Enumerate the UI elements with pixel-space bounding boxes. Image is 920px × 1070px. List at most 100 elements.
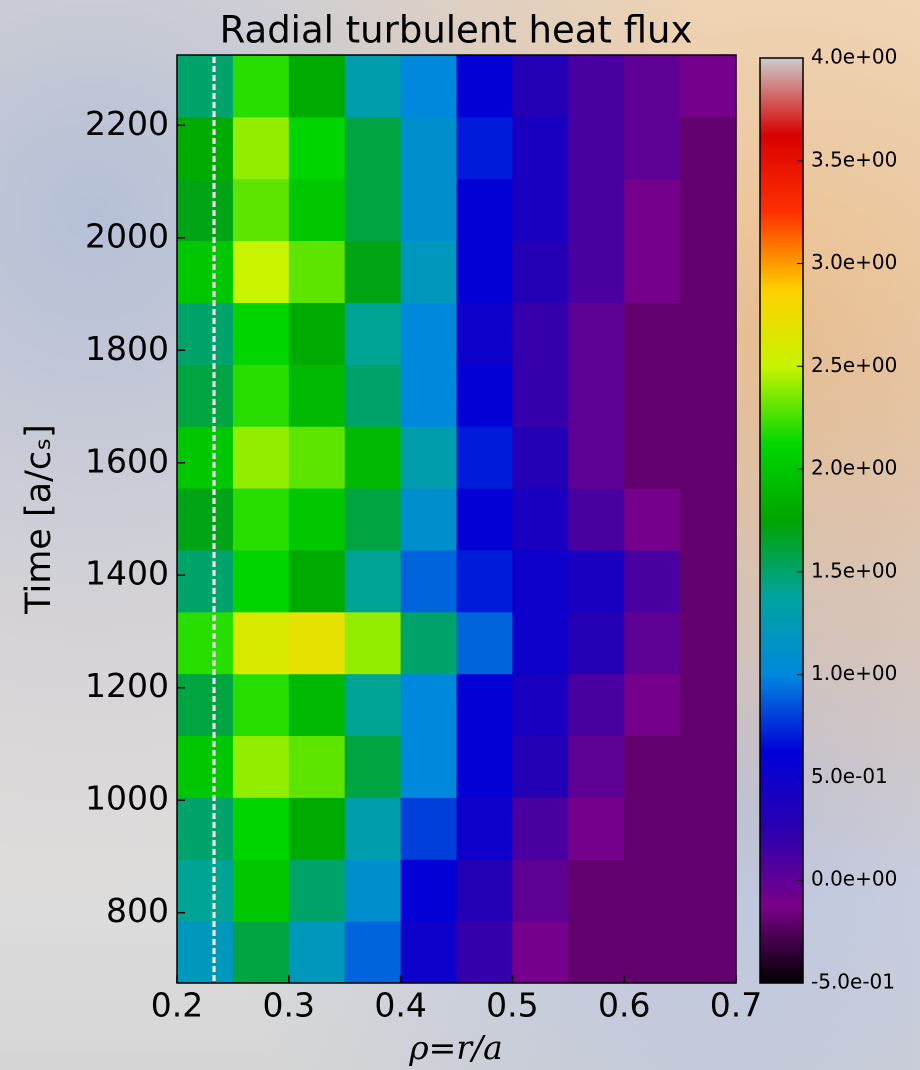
heatmap-cell (232, 426, 290, 489)
heatmap-cell (177, 673, 234, 737)
heatmap-cell (232, 488, 290, 551)
heatmap-cell (400, 55, 457, 118)
heatmap-cell (456, 735, 513, 798)
heatmap-cell (568, 488, 625, 551)
x-tick-label: 0.6 (598, 986, 650, 1025)
heatmap-cell (568, 549, 625, 613)
heatmap-cell (177, 921, 234, 984)
heatmap-cell (177, 859, 234, 922)
heatmap-cell (512, 55, 569, 118)
heatmap-cell (456, 549, 513, 613)
heatmap-cell (288, 797, 346, 860)
heatmap-cell (400, 611, 457, 675)
heatmap-cell (624, 797, 681, 860)
heatmap-cell (624, 55, 681, 118)
heatmap-cell (232, 116, 290, 180)
heatmap-cell (456, 426, 513, 489)
heatmap-cell (232, 611, 290, 675)
heatmap-cell (568, 735, 625, 798)
heatmap-cell (680, 178, 737, 242)
heatmap-cell (624, 178, 681, 242)
heatmap-cell (624, 735, 681, 798)
heatmap-cell (232, 797, 290, 860)
y-axis-label: Time [a/cₛ] (19, 424, 59, 615)
heatmap-cell (344, 116, 402, 180)
heatmap-cell (680, 611, 737, 675)
heatmap-cell (568, 178, 625, 242)
x-tick-label: 0.5 (486, 986, 538, 1025)
heatmap-cell (624, 549, 681, 613)
heatmap-cell (232, 302, 290, 365)
heatmap-cell (512, 178, 569, 242)
heatmap-cell (568, 921, 625, 984)
heatmap-cell (680, 364, 737, 427)
heatmap-cell (456, 921, 513, 984)
heatmap-cell (288, 735, 346, 798)
heatmap-cell (456, 240, 513, 303)
colorbar-tick-label: 4.0e+00 (811, 45, 897, 69)
heatmap-cell (288, 55, 346, 118)
x-tick-label: 0.3 (263, 986, 315, 1025)
colorbar-tick-label: 3.0e+00 (811, 250, 897, 274)
y-tick-label: 2200 (85, 104, 169, 143)
heatmap-cell (344, 859, 402, 922)
heatmap (177, 55, 737, 984)
y-tick-label: 1400 (85, 554, 169, 593)
heatmap-cell (456, 859, 513, 922)
heatmap-cell (456, 178, 513, 242)
heatmap-cell (456, 673, 513, 737)
heatmap-cell (344, 921, 402, 984)
heatmap-cell (456, 797, 513, 860)
heatmap-cell (624, 921, 681, 984)
heatmap-cell (400, 116, 457, 180)
heatmap-cell (288, 426, 346, 489)
x-tick-label: 0.4 (374, 986, 426, 1025)
x-tick-label: 0.2 (151, 986, 203, 1025)
colorbar-tick-label: 3.5e+00 (811, 147, 897, 171)
heatmap-cell (232, 178, 290, 242)
heatmap-cell (288, 178, 346, 242)
heatmap-cell (232, 549, 290, 613)
heatmap-cell (680, 549, 737, 613)
heatmap-cell (232, 921, 290, 984)
colorbar-tick-label: -5.0e-01 (811, 970, 895, 994)
heatmap-cell (177, 549, 234, 613)
colorbar-tick-label: 1.5e+00 (811, 558, 897, 582)
heatmap-cell (288, 240, 346, 303)
heatmap-cell (512, 116, 569, 180)
y-tick-label: 2000 (85, 216, 169, 255)
heatmap-cell (624, 116, 681, 180)
heatmap-cell (344, 673, 402, 737)
heatmap-cell (512, 488, 569, 551)
heatmap-cell (177, 116, 234, 180)
plot-frame (176, 54, 737, 984)
heatmap-cell (512, 673, 569, 737)
colorbar-tick-label: 2.5e+00 (811, 353, 897, 377)
heatmap-cell (624, 240, 681, 303)
heatmap-cell (288, 611, 346, 675)
heatmap-cell (344, 735, 402, 798)
heatmap-cell (288, 488, 346, 551)
heatmap-cell (512, 364, 569, 427)
heatmap-cell (568, 426, 625, 489)
heatmap-cell (400, 735, 457, 798)
y-tick-label: 1000 (85, 779, 169, 818)
heatmap-cell (344, 611, 402, 675)
heatmap-cell (680, 426, 737, 489)
heatmap-cell (512, 240, 569, 303)
heatmap-cell (400, 302, 457, 365)
heatmap-cell (400, 488, 457, 551)
heatmap-cell (177, 178, 234, 242)
heatmap-cell (680, 488, 737, 551)
heatmap-cell (288, 921, 346, 984)
heatmap-cell (344, 488, 402, 551)
heatmap-cell (400, 797, 457, 860)
heatmap-cell (512, 549, 569, 613)
heatmap-cell (624, 673, 681, 737)
heatmap-cell (624, 611, 681, 675)
heatmap-cell (400, 859, 457, 922)
heatmap-cell (400, 240, 457, 303)
heatmap-cell (400, 364, 457, 427)
heatmap-cell (512, 611, 569, 675)
heatmap-cell (177, 426, 234, 489)
